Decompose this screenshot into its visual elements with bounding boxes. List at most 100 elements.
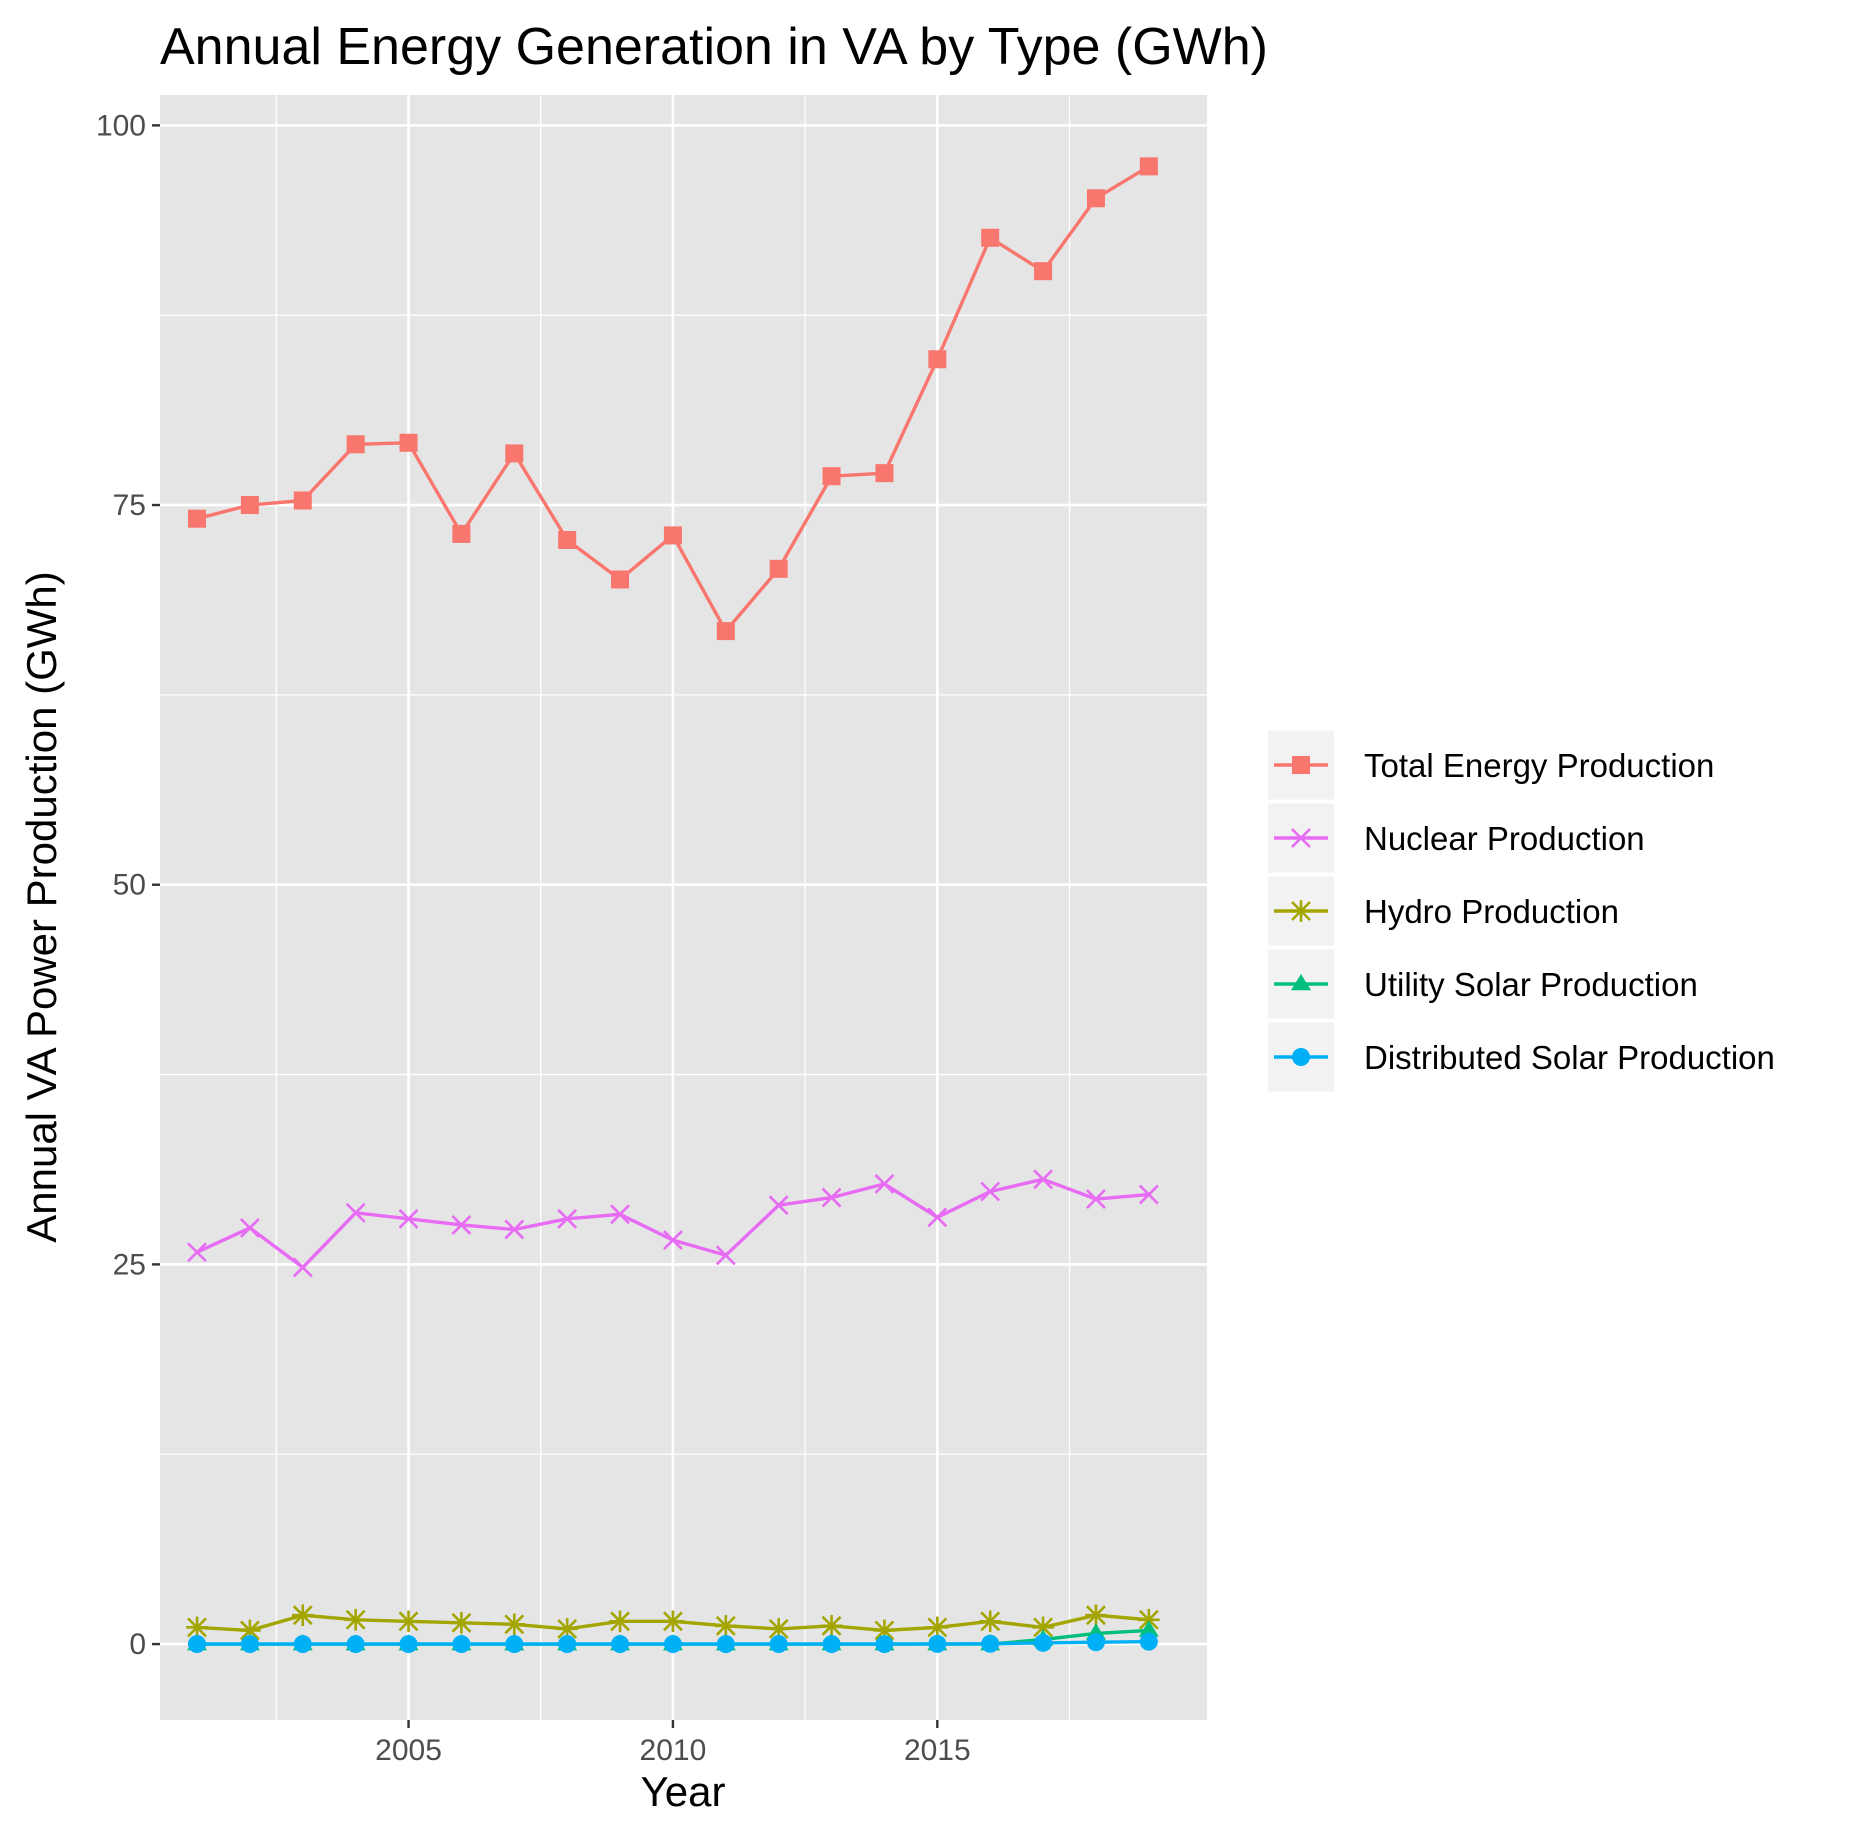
data-point xyxy=(663,526,682,545)
data-point xyxy=(1085,1604,1107,1627)
data-point xyxy=(610,1204,630,1225)
legend-item: Total Energy Production xyxy=(1268,730,1714,800)
data-point xyxy=(399,1635,418,1654)
data-point xyxy=(292,1257,313,1278)
grid-major xyxy=(160,95,1207,1720)
data-point xyxy=(875,1635,894,1654)
data-point xyxy=(1086,189,1105,208)
data-point xyxy=(293,491,312,510)
y-tick-label: 50 xyxy=(113,869,146,902)
data-point xyxy=(240,496,259,515)
data-point xyxy=(504,1219,525,1240)
plot-panel xyxy=(160,95,1207,1720)
legend-marker xyxy=(1292,1048,1310,1066)
legend-marker xyxy=(1292,756,1310,774)
y-axis-title: Annual VA Power Production (GWh) xyxy=(18,571,65,1243)
legend-item: Distributed Solar Production xyxy=(1268,1022,1775,1092)
x-tick-label: 2015 xyxy=(904,1734,971,1767)
data-point xyxy=(397,1610,420,1633)
data-point xyxy=(981,228,1000,247)
data-point xyxy=(927,1207,948,1228)
legend: Total Energy Production Nuclear Productio… xyxy=(1268,730,1775,1092)
y-tick-label: 75 xyxy=(113,489,146,522)
legend-item: Utility Solar Production xyxy=(1268,949,1698,1019)
data-point xyxy=(1086,1189,1106,1210)
x-axis-title: Year xyxy=(641,1768,726,1815)
legend-marker xyxy=(1291,828,1311,848)
data-point xyxy=(558,1635,577,1654)
data-point xyxy=(609,1610,631,1633)
data-point xyxy=(874,1173,895,1194)
data-point xyxy=(345,1202,366,1223)
data-point xyxy=(1086,1633,1105,1652)
data-point xyxy=(662,1610,684,1633)
data-point xyxy=(556,1618,578,1640)
data-point xyxy=(663,1635,682,1654)
data-point xyxy=(822,1635,841,1654)
data-point xyxy=(769,559,788,578)
legend-item: Nuclear Production xyxy=(1268,803,1645,873)
data-point xyxy=(981,1634,1000,1653)
data-point xyxy=(291,1604,314,1627)
data-point xyxy=(928,350,947,369)
data-point xyxy=(1138,1184,1159,1205)
data-point xyxy=(293,1635,312,1654)
data-point xyxy=(716,1635,735,1654)
y-tick-label: 25 xyxy=(113,1248,146,1281)
data-point xyxy=(452,524,471,543)
x-tick-label: 2005 xyxy=(375,1734,442,1767)
data-point xyxy=(398,1208,419,1229)
data-point xyxy=(1034,1633,1053,1652)
legend-marker xyxy=(1290,900,1312,922)
data-point xyxy=(768,1195,789,1216)
data-point xyxy=(611,570,630,589)
data-point xyxy=(1034,262,1053,281)
data-point xyxy=(928,1634,947,1653)
data-point xyxy=(611,1635,630,1654)
data-point xyxy=(979,1610,1001,1633)
data-point xyxy=(187,1242,207,1263)
data-point xyxy=(239,1218,260,1238)
y-tick-label: 0 xyxy=(129,1628,146,1661)
data-point xyxy=(716,622,735,641)
data-point xyxy=(1138,1620,1159,1637)
data-point xyxy=(980,1181,1001,1202)
data-point xyxy=(820,1615,843,1637)
data-point xyxy=(188,509,207,528)
series-4 xyxy=(188,1632,1158,1654)
data-point xyxy=(344,1608,367,1631)
series-layer xyxy=(186,157,1160,1654)
data-point xyxy=(875,464,894,483)
data-point xyxy=(188,1635,207,1654)
x-tick-label: 2010 xyxy=(640,1734,707,1767)
y-tick-label: 100 xyxy=(96,109,146,142)
data-point xyxy=(346,435,365,454)
legend-label: Distributed Solar Production xyxy=(1364,1039,1775,1076)
data-point xyxy=(663,1230,683,1251)
grid-minor xyxy=(160,95,1207,1720)
series-0 xyxy=(188,157,1158,641)
data-point xyxy=(1033,1169,1053,1190)
data-point xyxy=(450,1612,473,1634)
y-axis: 0 25 50 75 100 xyxy=(96,109,160,1661)
data-point xyxy=(505,1635,524,1654)
data-point xyxy=(715,1615,737,1637)
data-point xyxy=(186,1616,208,1639)
data-point xyxy=(558,530,577,549)
data-point xyxy=(769,1635,788,1654)
legend-label: Total Energy Production xyxy=(1364,747,1714,784)
legend-label: Utility Solar Production xyxy=(1364,966,1698,1003)
data-point xyxy=(715,1245,736,1266)
chart-title: Annual Energy Generation in VA by Type (… xyxy=(160,18,1268,76)
data-point xyxy=(821,1187,842,1208)
data-point xyxy=(1139,157,1158,176)
data-point xyxy=(239,1619,261,1642)
x-axis: 2005 2010 2015 xyxy=(375,1720,971,1767)
data-point xyxy=(1139,1632,1158,1651)
data-point xyxy=(505,444,524,463)
data-point xyxy=(451,1214,472,1235)
data-point xyxy=(557,1208,578,1229)
data-point xyxy=(503,1613,526,1636)
data-point xyxy=(399,433,418,452)
